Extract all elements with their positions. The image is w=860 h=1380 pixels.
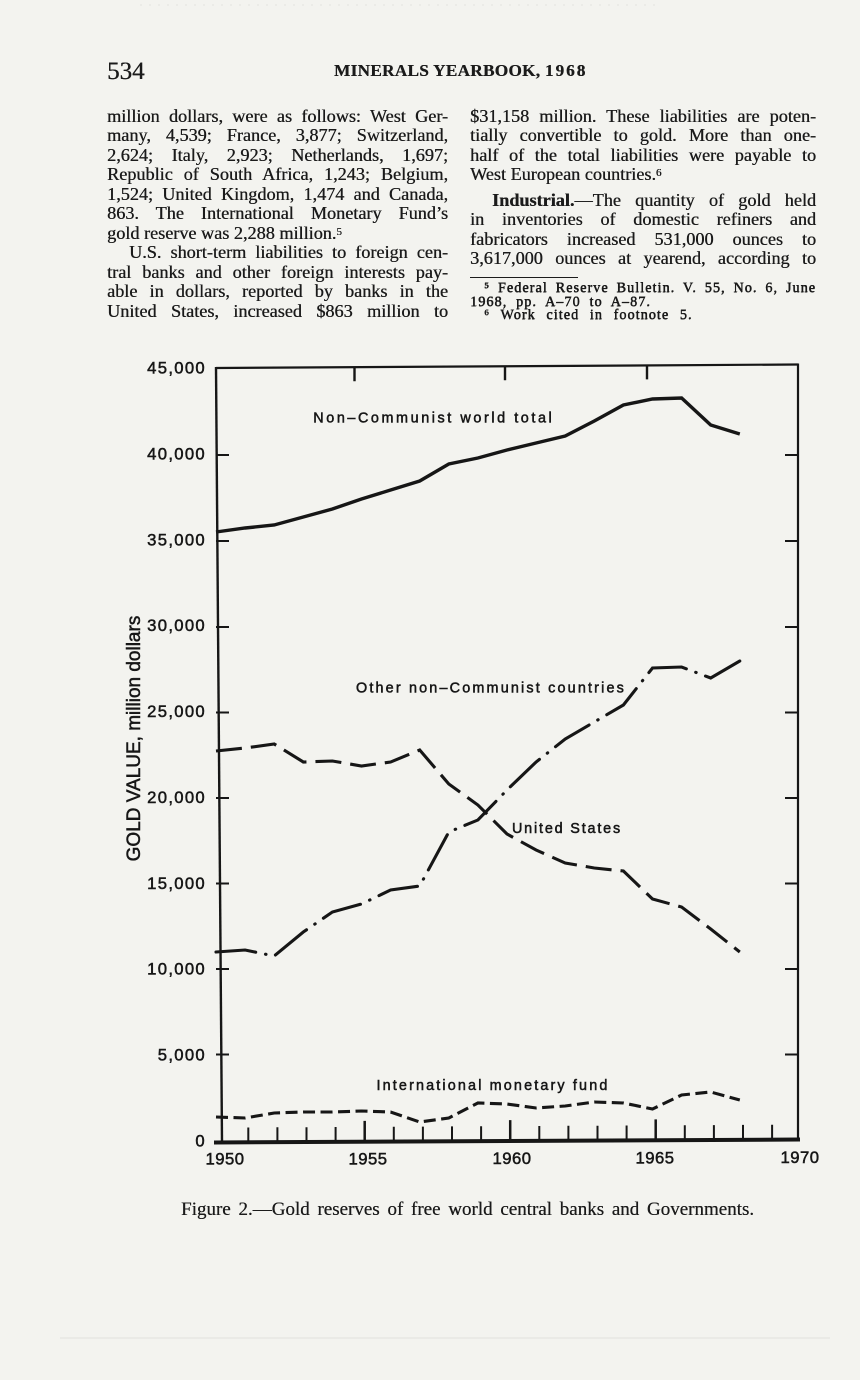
- svg-text:10,000: 10,000: [147, 960, 206, 979]
- svg-text:United States: United States: [512, 821, 622, 837]
- svg-text:25,000: 25,000: [147, 702, 206, 721]
- svg-text:40,000: 40,000: [147, 444, 206, 463]
- svg-text:15,000: 15,000: [147, 874, 206, 893]
- svg-text:0: 0: [195, 1132, 206, 1151]
- svg-text:45,000: 45,000: [147, 359, 206, 378]
- svg-text:Other non–Communist countries: Other non–Communist countries: [356, 681, 626, 697]
- svg-text:GOLD VALUE, million dollars: GOLD VALUE, million dollars: [124, 616, 145, 862]
- svg-text:30,000: 30,000: [147, 616, 206, 635]
- svg-text:1955: 1955: [348, 1150, 387, 1169]
- svg-text:International monetary fund: International monetary fund: [377, 1078, 610, 1094]
- svg-text:5,000: 5,000: [158, 1046, 206, 1065]
- svg-text:20,000: 20,000: [147, 788, 206, 807]
- svg-text:1960: 1960: [492, 1149, 531, 1168]
- svg-text:1970: 1970: [780, 1148, 819, 1167]
- svg-text:1950: 1950: [205, 1150, 244, 1169]
- svg-text:35,000: 35,000: [147, 530, 206, 549]
- svg-text:1965: 1965: [635, 1149, 674, 1168]
- svg-text:Non–Communist world total: Non–Communist world total: [313, 410, 554, 426]
